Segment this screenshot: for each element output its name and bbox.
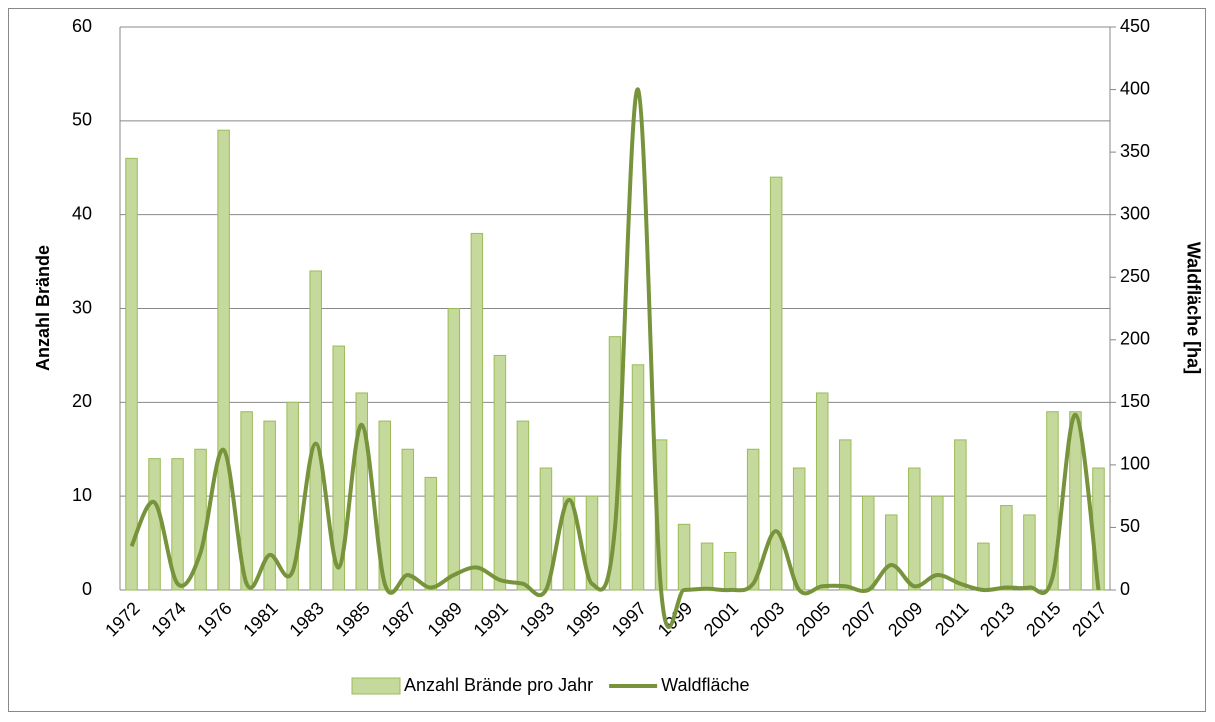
bar (378, 420, 392, 591)
legend-swatch (351, 677, 401, 695)
legend-label: Anzahl Brände pro Jahr (404, 675, 593, 695)
y-tick-label: 50 (72, 110, 92, 130)
bar (746, 448, 760, 591)
bar (931, 495, 944, 591)
y-axis-title: Anzahl Brände (33, 245, 53, 371)
bar (815, 392, 829, 591)
bar (723, 551, 737, 591)
bar (240, 411, 253, 591)
bar (562, 495, 576, 591)
bar (700, 542, 714, 591)
bar (332, 345, 345, 591)
bar (516, 420, 530, 591)
y-tick-label: 0 (82, 579, 92, 599)
bar (286, 401, 299, 591)
bar (401, 448, 415, 591)
bar (1069, 411, 1082, 591)
bar (309, 270, 322, 591)
bar (862, 495, 875, 591)
bar (263, 420, 276, 591)
y-tick-label: 30 (72, 297, 92, 317)
bar (838, 439, 852, 591)
bar (355, 392, 369, 591)
y2-tick-label: 100 (1120, 454, 1150, 474)
bar (217, 129, 230, 591)
bar (1000, 505, 1013, 591)
y2-tick-label: 50 (1120, 516, 1140, 536)
bar (470, 232, 484, 591)
y2-tick-label: 250 (1120, 266, 1150, 286)
y-tick-label: 20 (72, 391, 92, 411)
bar (1023, 514, 1036, 591)
y2-tick-label: 0 (1120, 579, 1130, 599)
bar (769, 176, 783, 591)
bar (171, 458, 184, 591)
bar (585, 495, 599, 591)
bar (977, 542, 990, 591)
y-tick-label: 10 (72, 485, 92, 505)
y2-axis-title: Waldfläche [ha] (1183, 242, 1203, 374)
bar (447, 308, 461, 591)
bar (1046, 411, 1059, 591)
bar (1092, 467, 1105, 591)
y-tick-label: 40 (72, 203, 92, 223)
bar (954, 439, 967, 591)
y2-tick-label: 350 (1120, 141, 1150, 161)
y2-tick-label: 450 (1120, 16, 1150, 36)
bar (677, 523, 691, 591)
y-tick-label: 60 (72, 16, 92, 36)
legend-label: Waldfläche (661, 675, 749, 695)
bar (148, 458, 161, 591)
chart-border (8, 8, 1206, 712)
bar (631, 364, 645, 591)
bar (792, 467, 806, 591)
bar (908, 467, 921, 591)
line (129, 87, 1101, 629)
y2-tick-label: 150 (1120, 391, 1150, 411)
y2-tick-label: 400 (1120, 78, 1150, 98)
y2-tick-label: 300 (1120, 203, 1150, 223)
y2-tick-label: 200 (1120, 329, 1150, 349)
bar (125, 157, 138, 591)
bar (885, 514, 898, 591)
bar (424, 476, 438, 591)
bar (493, 354, 507, 591)
